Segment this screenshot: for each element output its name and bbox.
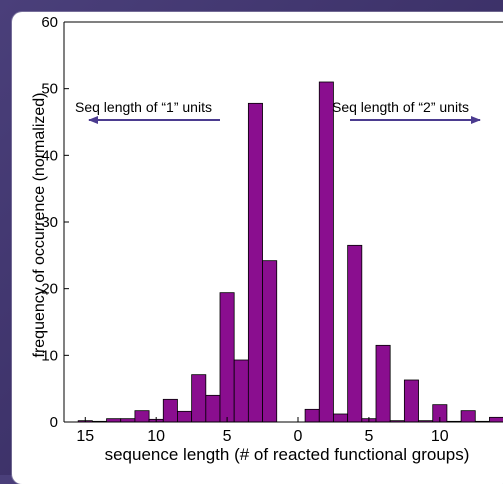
histogram-bar	[304, 408, 320, 423]
histogram-bar	[162, 398, 178, 423]
histogram-bar	[134, 410, 150, 423]
histogram-bar	[191, 374, 207, 423]
bars-group	[77, 81, 503, 423]
annotation-label: Seq length of “1” units	[75, 99, 212, 115]
histogram-bar	[333, 413, 349, 423]
histogram-bar	[318, 81, 334, 423]
y-tick-label: 20	[41, 281, 58, 298]
x-tick-label: 15	[502, 428, 503, 445]
y-axis: 0 10 20 30 40 50 60	[41, 14, 69, 431]
histogram-bar	[247, 102, 263, 423]
x-tick-label: 5	[364, 428, 373, 445]
histogram-bar	[375, 344, 391, 423]
annotation-label: Seq length of “2” units	[332, 99, 469, 115]
y-tick-label: 10	[41, 347, 58, 364]
y-tick-label: 0	[50, 414, 58, 431]
histogram-bar	[347, 244, 363, 423]
y-tick-label: 50	[41, 81, 58, 98]
y-tick-label: 30	[41, 214, 58, 231]
histogram-bar	[460, 410, 476, 423]
x-tick-label: 10	[147, 428, 165, 445]
histogram-bar	[219, 292, 235, 423]
histogram-bar	[262, 260, 278, 423]
y-tick-label: 60	[41, 14, 58, 31]
histogram-bar	[233, 359, 249, 423]
histogram-bar	[489, 416, 503, 423]
y-axis-label: frequency of occurrence (normalized)	[31, 92, 48, 357]
histogram-bar	[205, 394, 221, 423]
x-tick-label: 0	[294, 428, 303, 445]
histogram-bar	[403, 379, 419, 423]
x-tick-label: 10	[431, 428, 449, 445]
annotations-group: Seq length of “1” units Seq length of “2”…	[75, 99, 481, 124]
y-tick-label: 40	[41, 147, 58, 164]
x-tick-label: 5	[223, 428, 232, 445]
x-tick-label: 15	[76, 428, 94, 445]
x-axis-label: sequence length (# of reacted functional…	[105, 445, 470, 464]
x-axis: 15 10 5 0 5 10 15	[76, 417, 503, 445]
histogram-bar	[177, 410, 193, 423]
